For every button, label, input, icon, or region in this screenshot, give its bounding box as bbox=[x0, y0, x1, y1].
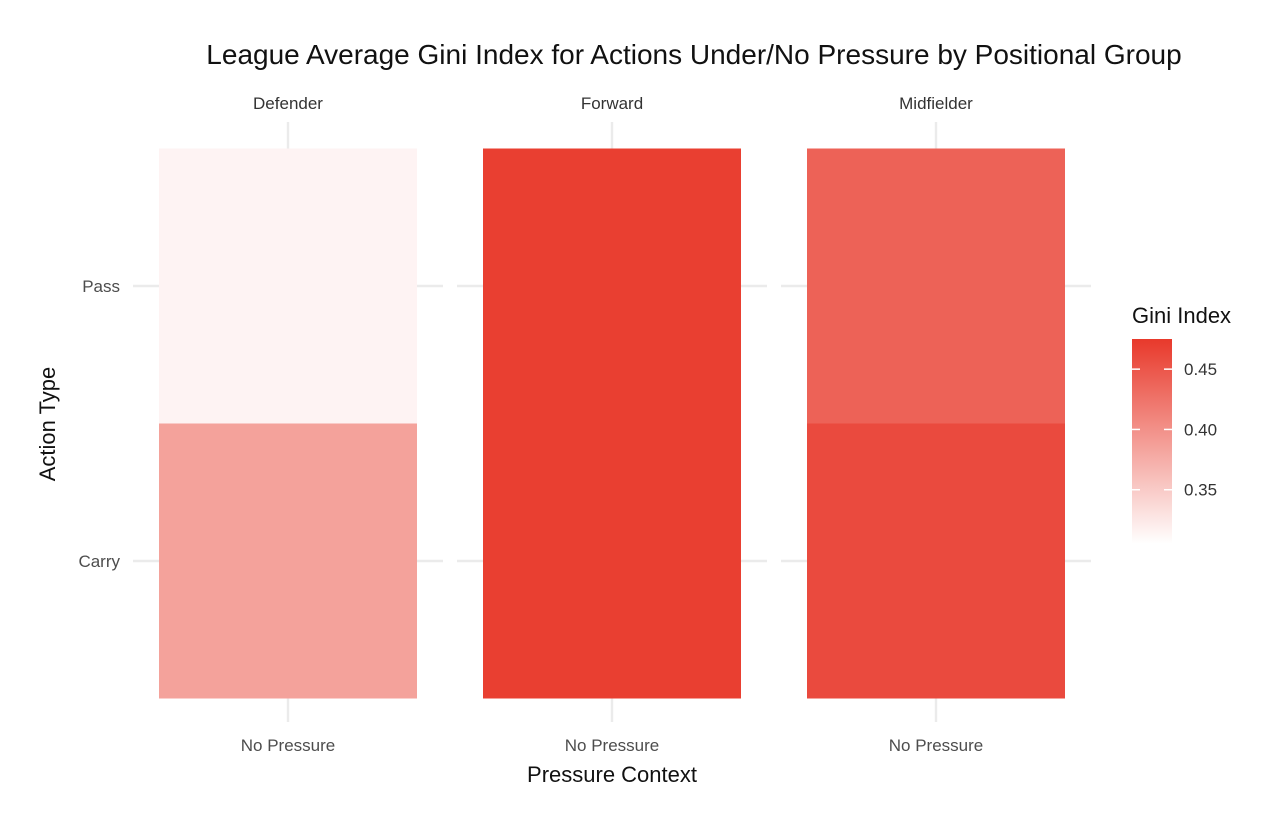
facet-label-midfielder: Midfielder bbox=[899, 94, 973, 113]
heatmap-cell-defender-pass bbox=[159, 148, 417, 424]
y-tick-label-pass: Pass bbox=[82, 277, 120, 296]
x-tick-label-midfielder: No Pressure bbox=[889, 736, 983, 755]
heatmap-cell-midfielder-carry bbox=[807, 423, 1065, 699]
heatmap-cell-defender-carry bbox=[159, 423, 417, 699]
y-tick-label-carry: Carry bbox=[78, 552, 120, 571]
legend-title: Gini Index bbox=[1132, 303, 1231, 328]
legend-tick-label: 0.40 bbox=[1184, 420, 1217, 439]
legend-colorbar bbox=[1132, 339, 1172, 544]
x-tick-label-forward: No Pressure bbox=[565, 736, 659, 755]
x-tick-label-defender: No Pressure bbox=[241, 736, 335, 755]
chart-title: League Average Gini Index for Actions Un… bbox=[206, 39, 1181, 70]
legend: Gini Index 0.35 0.40 0.45 bbox=[1132, 303, 1231, 544]
facet-label-forward: Forward bbox=[581, 94, 643, 113]
cell-layer bbox=[159, 148, 1065, 699]
legend-ticks: 0.35 0.40 0.45 bbox=[1132, 360, 1217, 500]
legend-tick-label: 0.45 bbox=[1184, 360, 1217, 379]
heatmap-cell-forward-carry bbox=[483, 423, 741, 699]
heatmap-cell-forward-pass bbox=[483, 148, 741, 424]
x-axis-title: Pressure Context bbox=[527, 762, 697, 787]
facet-label-defender: Defender bbox=[253, 94, 323, 113]
heatmap-cell-midfielder-pass bbox=[807, 148, 1065, 424]
y-axis-title: Action Type bbox=[35, 367, 60, 482]
legend-tick-label: 0.35 bbox=[1184, 481, 1217, 500]
